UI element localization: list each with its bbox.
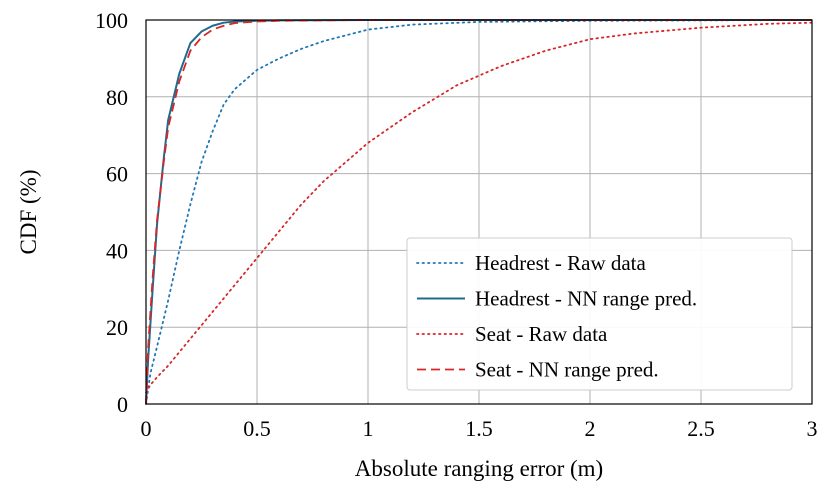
x-axis-title: Absolute ranging error (m): [355, 456, 603, 481]
y-tick-label: 40: [106, 238, 128, 263]
legend-label: Seat - NN range pred.: [475, 358, 659, 382]
y-tick-label: 60: [106, 162, 128, 187]
y-tick-label: 0: [117, 392, 128, 417]
y-tick-label: 20: [106, 315, 128, 340]
x-tick-label: 1: [363, 416, 374, 441]
plot-frame: [145, 19, 813, 405]
y-axis-title: CDF (%): [16, 170, 41, 255]
legend-label: Headrest - Raw data: [475, 251, 647, 275]
legend: Headrest - Raw data Headrest - NN range p…: [406, 237, 793, 391]
tick-labels: 0 0.5 1 1.5 2 2.5 3 0 20 40 60 80 100: [95, 8, 818, 441]
legend-label: Headrest - NN range pred.: [475, 287, 697, 311]
legend-box: [406, 237, 793, 391]
x-tick-label: 1.5: [465, 416, 493, 441]
x-tick-label: 0: [141, 416, 152, 441]
x-tick-label: 0.5: [243, 416, 271, 441]
series-line-2: [145, 21, 813, 394]
series-line-0: [145, 19, 813, 405]
x-tick-label: 2: [585, 416, 596, 441]
legend-label: Seat - Raw data: [475, 322, 608, 346]
x-tick-label: 3: [807, 416, 818, 441]
x-tick-label: 2.5: [687, 416, 715, 441]
y-tick-label: 80: [106, 85, 128, 110]
y-tick-label: 100: [95, 8, 128, 33]
